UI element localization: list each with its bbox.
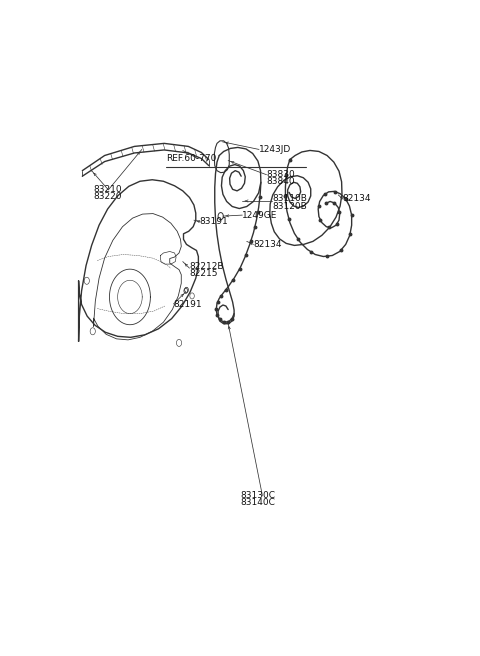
Text: 83191: 83191 [200,217,228,226]
Text: 82191: 82191 [173,300,202,308]
Text: 83120B: 83120B [272,201,307,211]
Text: 82134: 82134 [253,240,282,249]
Text: REF.60-770: REF.60-770 [166,154,216,163]
Text: 83110B: 83110B [272,194,307,203]
Text: 83830: 83830 [266,170,295,179]
Text: 82215: 82215 [190,269,218,278]
Text: 82134: 82134 [343,194,371,203]
Text: 1249GE: 1249GE [242,211,277,220]
Text: 82212B: 82212B [190,262,224,271]
Text: 83220: 83220 [94,192,122,201]
Text: 83130C: 83130C [240,491,275,500]
Text: 83840: 83840 [266,177,295,186]
Text: 83140C: 83140C [240,498,275,507]
Text: 83210: 83210 [94,186,122,194]
Text: 1243JD: 1243JD [259,145,291,154]
